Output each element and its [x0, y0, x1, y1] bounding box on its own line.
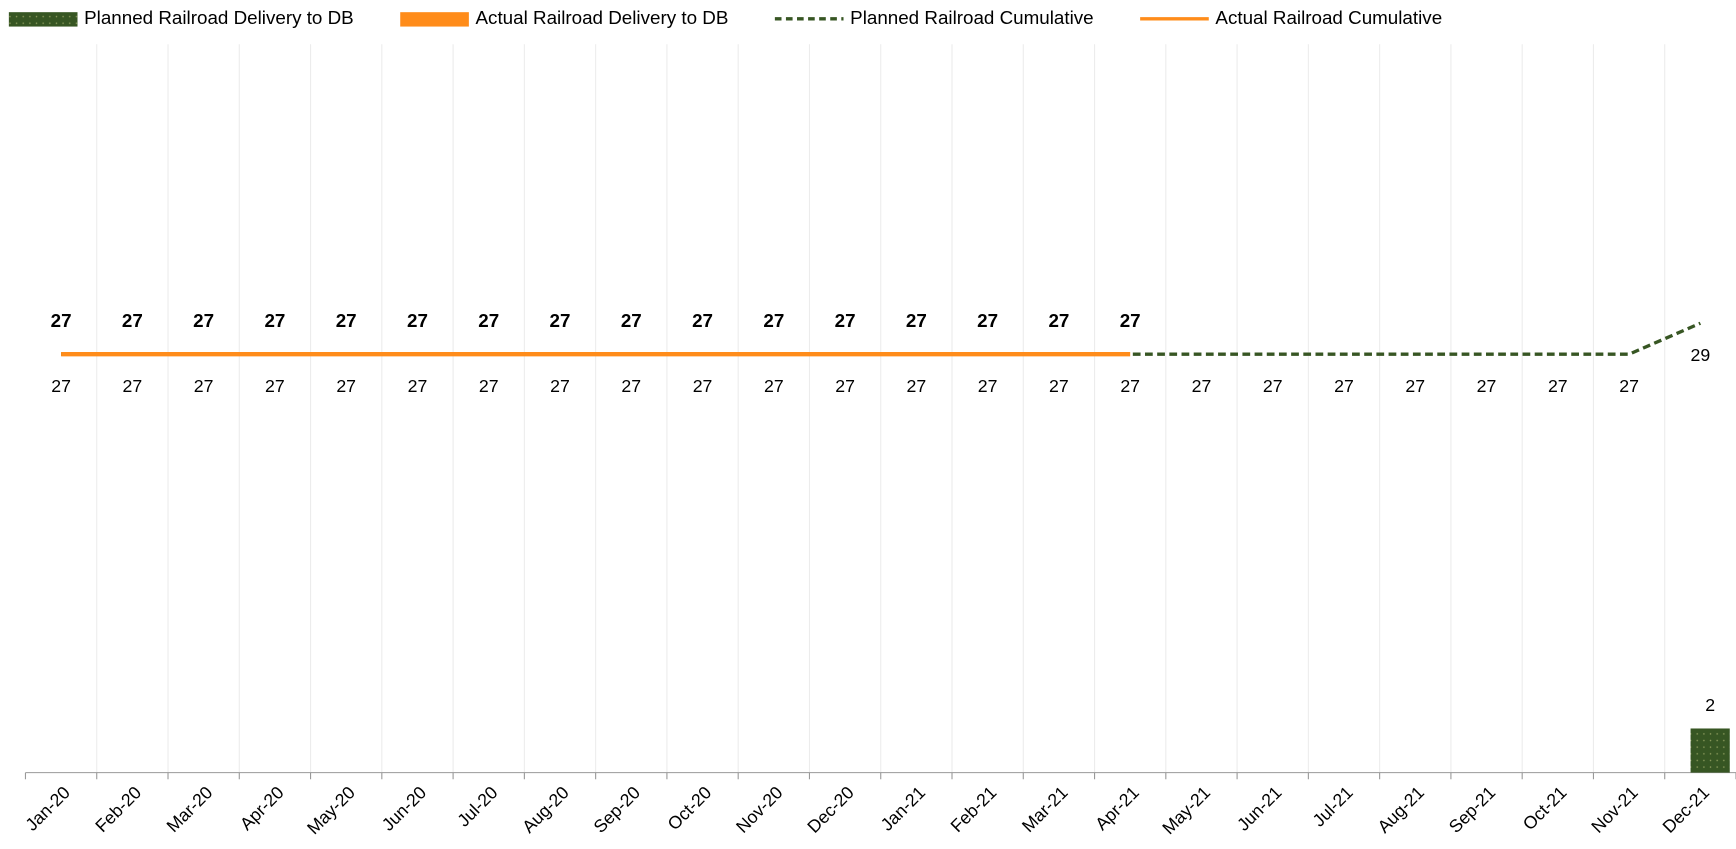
data-label: 27 [621, 310, 642, 331]
x-tick-label: Aug-20 [518, 782, 573, 837]
x-tick-label: Jan-21 [877, 782, 929, 834]
data-label: 27 [123, 376, 143, 396]
x-tick-label: May-20 [303, 782, 359, 838]
legend-swatch [8, 12, 78, 27]
data-label: 27 [51, 376, 71, 396]
data-label: 27 [336, 376, 356, 396]
data-label: 27 [1120, 310, 1141, 331]
data-label: 27 [479, 376, 499, 396]
x-tick-label: Apr-21 [1091, 782, 1143, 834]
x-tick-label: Jan-20 [21, 782, 74, 835]
data-label: 27 [550, 310, 571, 331]
x-tick-label: Jul-21 [1309, 782, 1357, 830]
data-label: 27 [906, 310, 927, 331]
data-label: 27 [907, 376, 927, 396]
legend-swatch [400, 12, 469, 27]
data-label: 27 [1619, 376, 1639, 396]
data-label: 27 [193, 310, 214, 331]
x-tick-label: Dec-21 [1659, 782, 1714, 836]
data-label: 27 [1048, 310, 1069, 331]
x-tick-label: Mar-20 [163, 782, 217, 836]
data-label: 27 [621, 376, 641, 396]
x-tick-label: Nov-21 [1587, 782, 1642, 836]
x-tick-label: Aug-21 [1374, 782, 1429, 837]
x-tick-label: Sep-21 [1445, 782, 1500, 837]
data-label: 27 [408, 376, 428, 396]
data-label: 27 [978, 376, 998, 396]
data-label: 27 [407, 310, 428, 331]
x-tick-label: Jun-21 [1233, 782, 1285, 834]
data-label: 27 [764, 376, 784, 396]
data-label: 27 [1548, 376, 1568, 396]
legend-label: Actual Railroad Cumulative [1215, 7, 1442, 28]
data-label: 27 [692, 310, 713, 331]
data-label: 27 [763, 310, 784, 331]
data-label: 27 [336, 310, 357, 331]
x-tick-label: Feb-21 [947, 782, 1001, 836]
data-label: 27 [1405, 376, 1425, 396]
data-label: 27 [1120, 376, 1140, 396]
x-tick-label: Apr-20 [236, 782, 288, 834]
data-label: 27 [1263, 376, 1283, 396]
data-label: 27 [478, 310, 499, 331]
legend-label: Planned Railroad Cumulative [850, 7, 1093, 28]
data-label: 27 [265, 376, 285, 396]
x-tick-label: Mar-21 [1018, 782, 1072, 836]
x-tick-label: Nov-20 [732, 782, 787, 837]
legend-label: Actual Railroad Delivery to DB [476, 7, 729, 28]
data-label: 27 [264, 310, 285, 331]
data-label: 2 [1705, 695, 1715, 715]
data-label: 29 [1691, 345, 1711, 365]
data-label: 27 [550, 376, 570, 396]
x-tick-label: Oct-21 [1519, 782, 1571, 834]
data-label: 27 [693, 376, 713, 396]
data-label: 27 [1192, 376, 1212, 396]
data-label: 27 [835, 376, 855, 396]
x-tick-label: Jun-20 [378, 782, 431, 835]
data-label: 27 [977, 310, 998, 331]
legend-label: Planned Railroad Delivery to DB [84, 7, 354, 28]
data-label: 27 [835, 310, 856, 331]
x-tick-label: Jul-20 [453, 782, 501, 830]
data-label: 27 [122, 310, 143, 331]
x-tick-label: Dec-20 [803, 782, 858, 837]
data-label: 27 [1049, 376, 1069, 396]
x-tick-label: Feb-20 [91, 782, 145, 836]
data-label: 27 [194, 376, 214, 396]
data-label: 27 [1477, 376, 1497, 396]
x-tick-label: May-21 [1158, 782, 1214, 838]
data-label: 27 [1334, 376, 1354, 396]
x-tick-label: Sep-20 [590, 782, 645, 837]
data-label: 27 [51, 310, 72, 331]
bar [1690, 728, 1730, 773]
x-tick-label: Oct-20 [664, 782, 716, 834]
